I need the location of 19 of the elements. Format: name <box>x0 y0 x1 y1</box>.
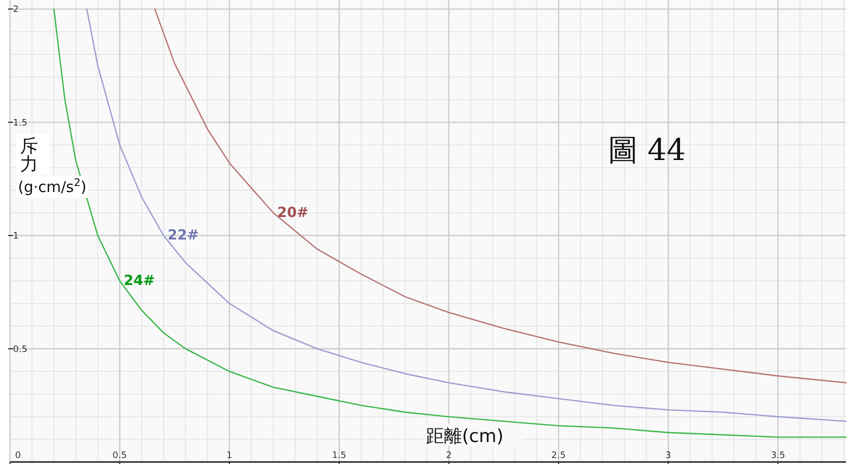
y-tick-label: 2 <box>13 5 19 16</box>
x-tick-label: 2 <box>446 451 452 461</box>
annotation: 圖 44 <box>608 133 686 168</box>
x-tick-label: 0 <box>15 451 22 461</box>
x-tick-label: 2.5 <box>551 451 566 461</box>
y-axis-title: 斥力(g·cm/s$^{2}$) <box>18 136 86 196</box>
y-tick-label: 1 <box>13 232 19 242</box>
y-tick-label: 0.5 <box>13 344 28 355</box>
x-tick-label: 0.5 <box>112 451 127 461</box>
series-label: 20# <box>277 204 309 221</box>
series-label: 24# <box>124 272 155 289</box>
series-label: 22# <box>168 228 199 244</box>
x-axis-title: 距離(cm) <box>426 426 504 447</box>
y-tick-label: 1.5 <box>13 118 28 128</box>
line-series <box>154 8 847 384</box>
x-tick-label: 3 <box>665 451 672 461</box>
x-tick-label: 3.5 <box>770 451 786 461</box>
x-tick-label: 1.5 <box>332 451 346 461</box>
x-tick-label: 1 <box>226 451 232 461</box>
